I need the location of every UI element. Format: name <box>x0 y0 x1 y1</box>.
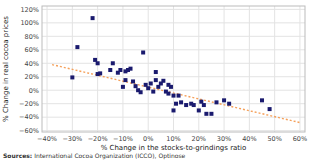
scatter-point <box>154 78 158 82</box>
scatter-point <box>222 98 226 102</box>
scatter-point <box>111 61 115 65</box>
y-tick-label: 80% <box>25 33 39 41</box>
x-grid-line <box>97 6 98 132</box>
x-grid-line <box>224 6 225 132</box>
y-tick-label: 100% <box>20 19 39 27</box>
x-grid-line <box>148 6 149 132</box>
scatter-point <box>184 103 188 107</box>
scatter-point <box>172 94 176 98</box>
scatter-point <box>131 79 135 83</box>
y-tick-label: −40% <box>19 113 39 121</box>
x-grid-line <box>122 6 123 132</box>
scatter-point <box>268 107 272 111</box>
scatter-point <box>179 100 183 104</box>
scatter-point <box>172 108 176 112</box>
trend-line <box>52 65 300 123</box>
x-grid-line <box>274 6 275 132</box>
y-tick-label: 0% <box>29 87 39 95</box>
y-tick-label: 20% <box>25 73 39 81</box>
scatter-point <box>121 85 125 89</box>
scatter-point <box>169 85 173 89</box>
y-tick-label: 40% <box>25 60 39 68</box>
y-grid-line <box>42 63 305 64</box>
y-grid-line <box>42 36 305 37</box>
source-note: Sources: International Cocoa Organizatio… <box>3 152 186 160</box>
scatter-point <box>197 108 201 112</box>
axes: −40% −30% −20% −10% 0% 10% 20% 30% 40% 50% 60% −60%… <box>19 6 307 143</box>
source-text: Sources: <box>3 152 32 159</box>
scatter-point <box>123 78 127 82</box>
scatter-point <box>118 68 122 72</box>
y-grid-line <box>42 9 305 10</box>
x-tick-label: 10% <box>166 135 180 143</box>
scatter-point <box>192 103 196 107</box>
x-tick-label: 60% <box>293 135 307 143</box>
source-text: International Cocoa Organization (ICCO),… <box>32 152 185 160</box>
scatter-point <box>174 102 178 106</box>
y-grid-line <box>42 76 305 77</box>
x-grid-line <box>249 6 250 132</box>
y-tick-label: 120% <box>20 6 39 14</box>
x-grid-line <box>173 6 174 132</box>
scatter-point <box>177 94 181 98</box>
x-tick-label: 30% <box>217 135 231 143</box>
x-grid-line <box>198 6 199 132</box>
x-grid-line <box>299 6 300 132</box>
y-grid-line <box>42 130 305 131</box>
scatter-point <box>146 86 150 90</box>
x-grid-line <box>47 6 48 132</box>
scatter-point <box>209 112 213 116</box>
scatter-point <box>129 67 133 71</box>
scatter-point <box>204 112 208 116</box>
plot-area <box>52 16 300 122</box>
y-grid-line <box>42 117 305 118</box>
scatter-point <box>108 68 112 72</box>
scatter-point <box>214 100 218 104</box>
y-tick-label: 60% <box>25 46 39 54</box>
scatter-point <box>134 84 138 88</box>
scatter-point <box>202 103 206 107</box>
x-tick-label: 20% <box>192 135 206 143</box>
scatter-point <box>98 71 102 75</box>
y-tick-label: −60% <box>19 127 39 135</box>
scatter-point <box>141 50 145 54</box>
scatter-point <box>149 81 153 85</box>
scatter-point <box>91 16 95 20</box>
scatter-point <box>151 90 155 94</box>
chart: −40% −30% −20% −10% 0% 10% 20% 30% 40% 50% 60% −60%… <box>0 0 313 161</box>
scatter-point <box>96 61 100 65</box>
scatter-point <box>227 102 231 106</box>
x-tick-label: 40% <box>242 135 256 143</box>
scatter-point <box>161 79 165 83</box>
background <box>0 0 313 161</box>
y-axis-label: % Change in real cocoa prices <box>2 16 10 122</box>
y-grid-line <box>42 22 305 23</box>
scatter-point <box>70 75 74 79</box>
x-tick-label: 50% <box>267 135 281 143</box>
y-grid-line <box>42 49 305 50</box>
scatter-point <box>154 70 158 74</box>
x-tick-label: 0% <box>143 135 153 143</box>
x-tick-label: −30% <box>62 135 82 143</box>
scatter-point <box>139 90 143 94</box>
plot-frame <box>42 6 305 132</box>
scatter-point <box>260 98 264 102</box>
scatter-point <box>166 92 170 96</box>
x-tick-label: −40% <box>37 135 57 143</box>
y-grid-line <box>42 90 305 91</box>
x-axis-label: % Change in the stocks-to-grindings rati… <box>101 144 247 152</box>
y-grid-line <box>42 103 305 104</box>
x-tick-label: −20% <box>88 135 108 143</box>
x-tick-label: −10% <box>113 135 133 143</box>
grid <box>42 6 305 132</box>
scatter-point <box>75 45 79 49</box>
y-tick-label: −20% <box>19 100 39 108</box>
